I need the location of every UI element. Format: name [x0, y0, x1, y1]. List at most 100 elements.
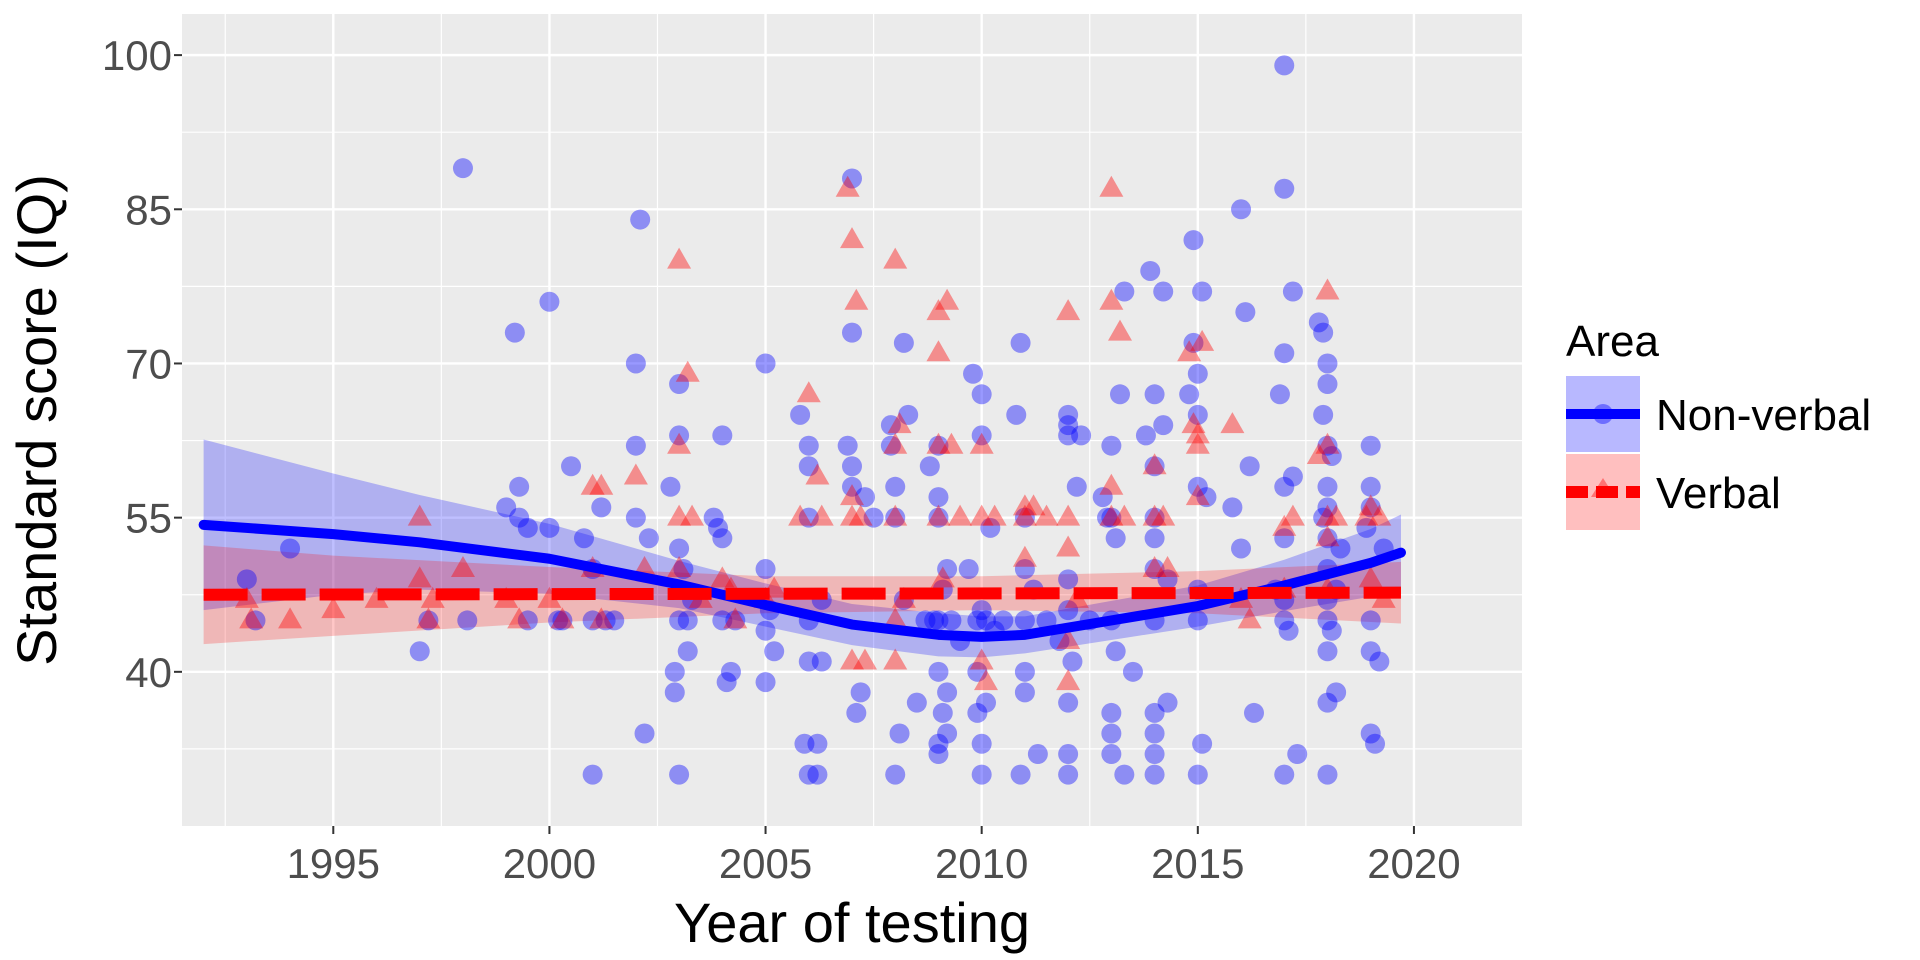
point-non-verbal [664, 661, 685, 682]
point-verbal [667, 432, 692, 454]
point-non-verbal [1369, 651, 1390, 672]
point-non-verbal [1196, 487, 1217, 508]
point-verbal [1056, 627, 1081, 649]
point-non-verbal [811, 651, 832, 672]
point-non-verbal [880, 415, 901, 436]
point-non-verbal [677, 641, 698, 662]
point-non-verbal [755, 353, 776, 374]
point-verbal [1151, 504, 1176, 526]
point-non-verbal [893, 332, 914, 353]
point-non-verbal [1360, 476, 1381, 497]
point-non-verbal [1235, 302, 1256, 323]
point-verbal [1056, 299, 1081, 321]
point-non-verbal [552, 610, 573, 631]
point-non-verbal [1187, 363, 1208, 384]
point-verbal [969, 648, 994, 670]
x-tick-label: 2010 [935, 840, 1028, 887]
point-non-verbal [1058, 744, 1079, 765]
point-non-verbal [712, 425, 733, 446]
point-verbal [321, 597, 346, 619]
point-non-verbal [1274, 610, 1295, 631]
grid-lines [182, 14, 1522, 826]
point-non-verbal [1105, 528, 1126, 549]
point-non-verbal [967, 702, 988, 723]
point-verbal [550, 607, 575, 629]
point-verbal [969, 432, 994, 454]
point-non-verbal [1097, 507, 1118, 528]
point-verbal [844, 288, 869, 310]
point-non-verbal [971, 425, 992, 446]
point-non-verbal [963, 363, 984, 384]
point-non-verbal [712, 528, 733, 549]
point-verbal [930, 566, 955, 588]
point-verbal [589, 607, 614, 629]
legend-label-verbal: Verbal [1656, 469, 1781, 518]
point-non-verbal [928, 661, 949, 682]
point-non-verbal [660, 476, 681, 497]
point-verbal [788, 504, 813, 526]
point-non-verbal [794, 733, 815, 754]
point-non-verbal [634, 723, 655, 744]
point-non-verbal [1317, 528, 1338, 549]
point-verbal [805, 463, 830, 485]
point-non-verbal [885, 476, 906, 497]
point-non-verbal [941, 610, 962, 631]
point-non-verbal [1269, 384, 1290, 405]
point-non-verbal [582, 610, 603, 631]
point-verbal [1324, 504, 1349, 526]
point-non-verbal [1122, 661, 1143, 682]
point-non-verbal [1014, 507, 1035, 528]
point-verbal [883, 648, 908, 670]
point-non-verbal [1313, 404, 1334, 425]
y-tick-label: 70 [125, 340, 172, 387]
point-verbal [667, 247, 692, 269]
point-non-verbal [1360, 641, 1381, 662]
point-verbal [507, 607, 532, 629]
point-verbal [883, 432, 908, 454]
point-non-verbal [1114, 764, 1135, 785]
point-non-verbal [1101, 507, 1122, 528]
point-non-verbal [517, 517, 538, 538]
point-non-verbal [1058, 415, 1079, 436]
point-non-verbal [798, 651, 819, 672]
point-non-verbal [1144, 384, 1165, 405]
point-non-verbal [1317, 641, 1338, 662]
x-tick-label: 2005 [719, 840, 812, 887]
point-verbal [840, 227, 864, 249]
point-non-verbal [703, 507, 724, 528]
point-verbal [723, 607, 748, 629]
point-non-verbal [854, 487, 875, 508]
point-non-verbal [971, 764, 992, 785]
point-verbal [239, 607, 264, 629]
legend-title: Area [1566, 317, 1659, 366]
point-verbal [926, 299, 951, 321]
point-verbal [1155, 556, 1180, 578]
point-verbal [840, 484, 864, 506]
point-non-verbal [504, 322, 525, 343]
point-non-verbal [509, 507, 530, 528]
point-non-verbal [1365, 733, 1386, 754]
point-verbal [1177, 340, 1202, 362]
point-non-verbal [928, 744, 949, 765]
point-verbal [1315, 504, 1340, 526]
legend-key-non-verbal [1566, 376, 1640, 452]
point-non-verbal [1058, 404, 1079, 425]
y-tick-label: 100 [102, 32, 172, 79]
point-non-verbal [1231, 199, 1252, 220]
trend-line-verbal [203, 586, 1401, 601]
x-tick-label: 2020 [1367, 840, 1460, 887]
point-non-verbal [937, 682, 958, 703]
point-non-verbal [517, 610, 538, 631]
point-non-verbal [798, 764, 819, 785]
point-non-verbal [1066, 476, 1087, 497]
point-non-verbal [725, 610, 746, 631]
point-non-verbal [906, 692, 927, 713]
point-non-verbal [976, 610, 996, 631]
point-non-verbal [755, 620, 776, 641]
point-non-verbal [885, 764, 906, 785]
point-verbal [1099, 288, 1124, 310]
point-non-verbal [1071, 425, 1092, 446]
point-verbal [1012, 545, 1037, 567]
point-non-verbal [574, 528, 594, 549]
point-verbal [835, 175, 860, 197]
